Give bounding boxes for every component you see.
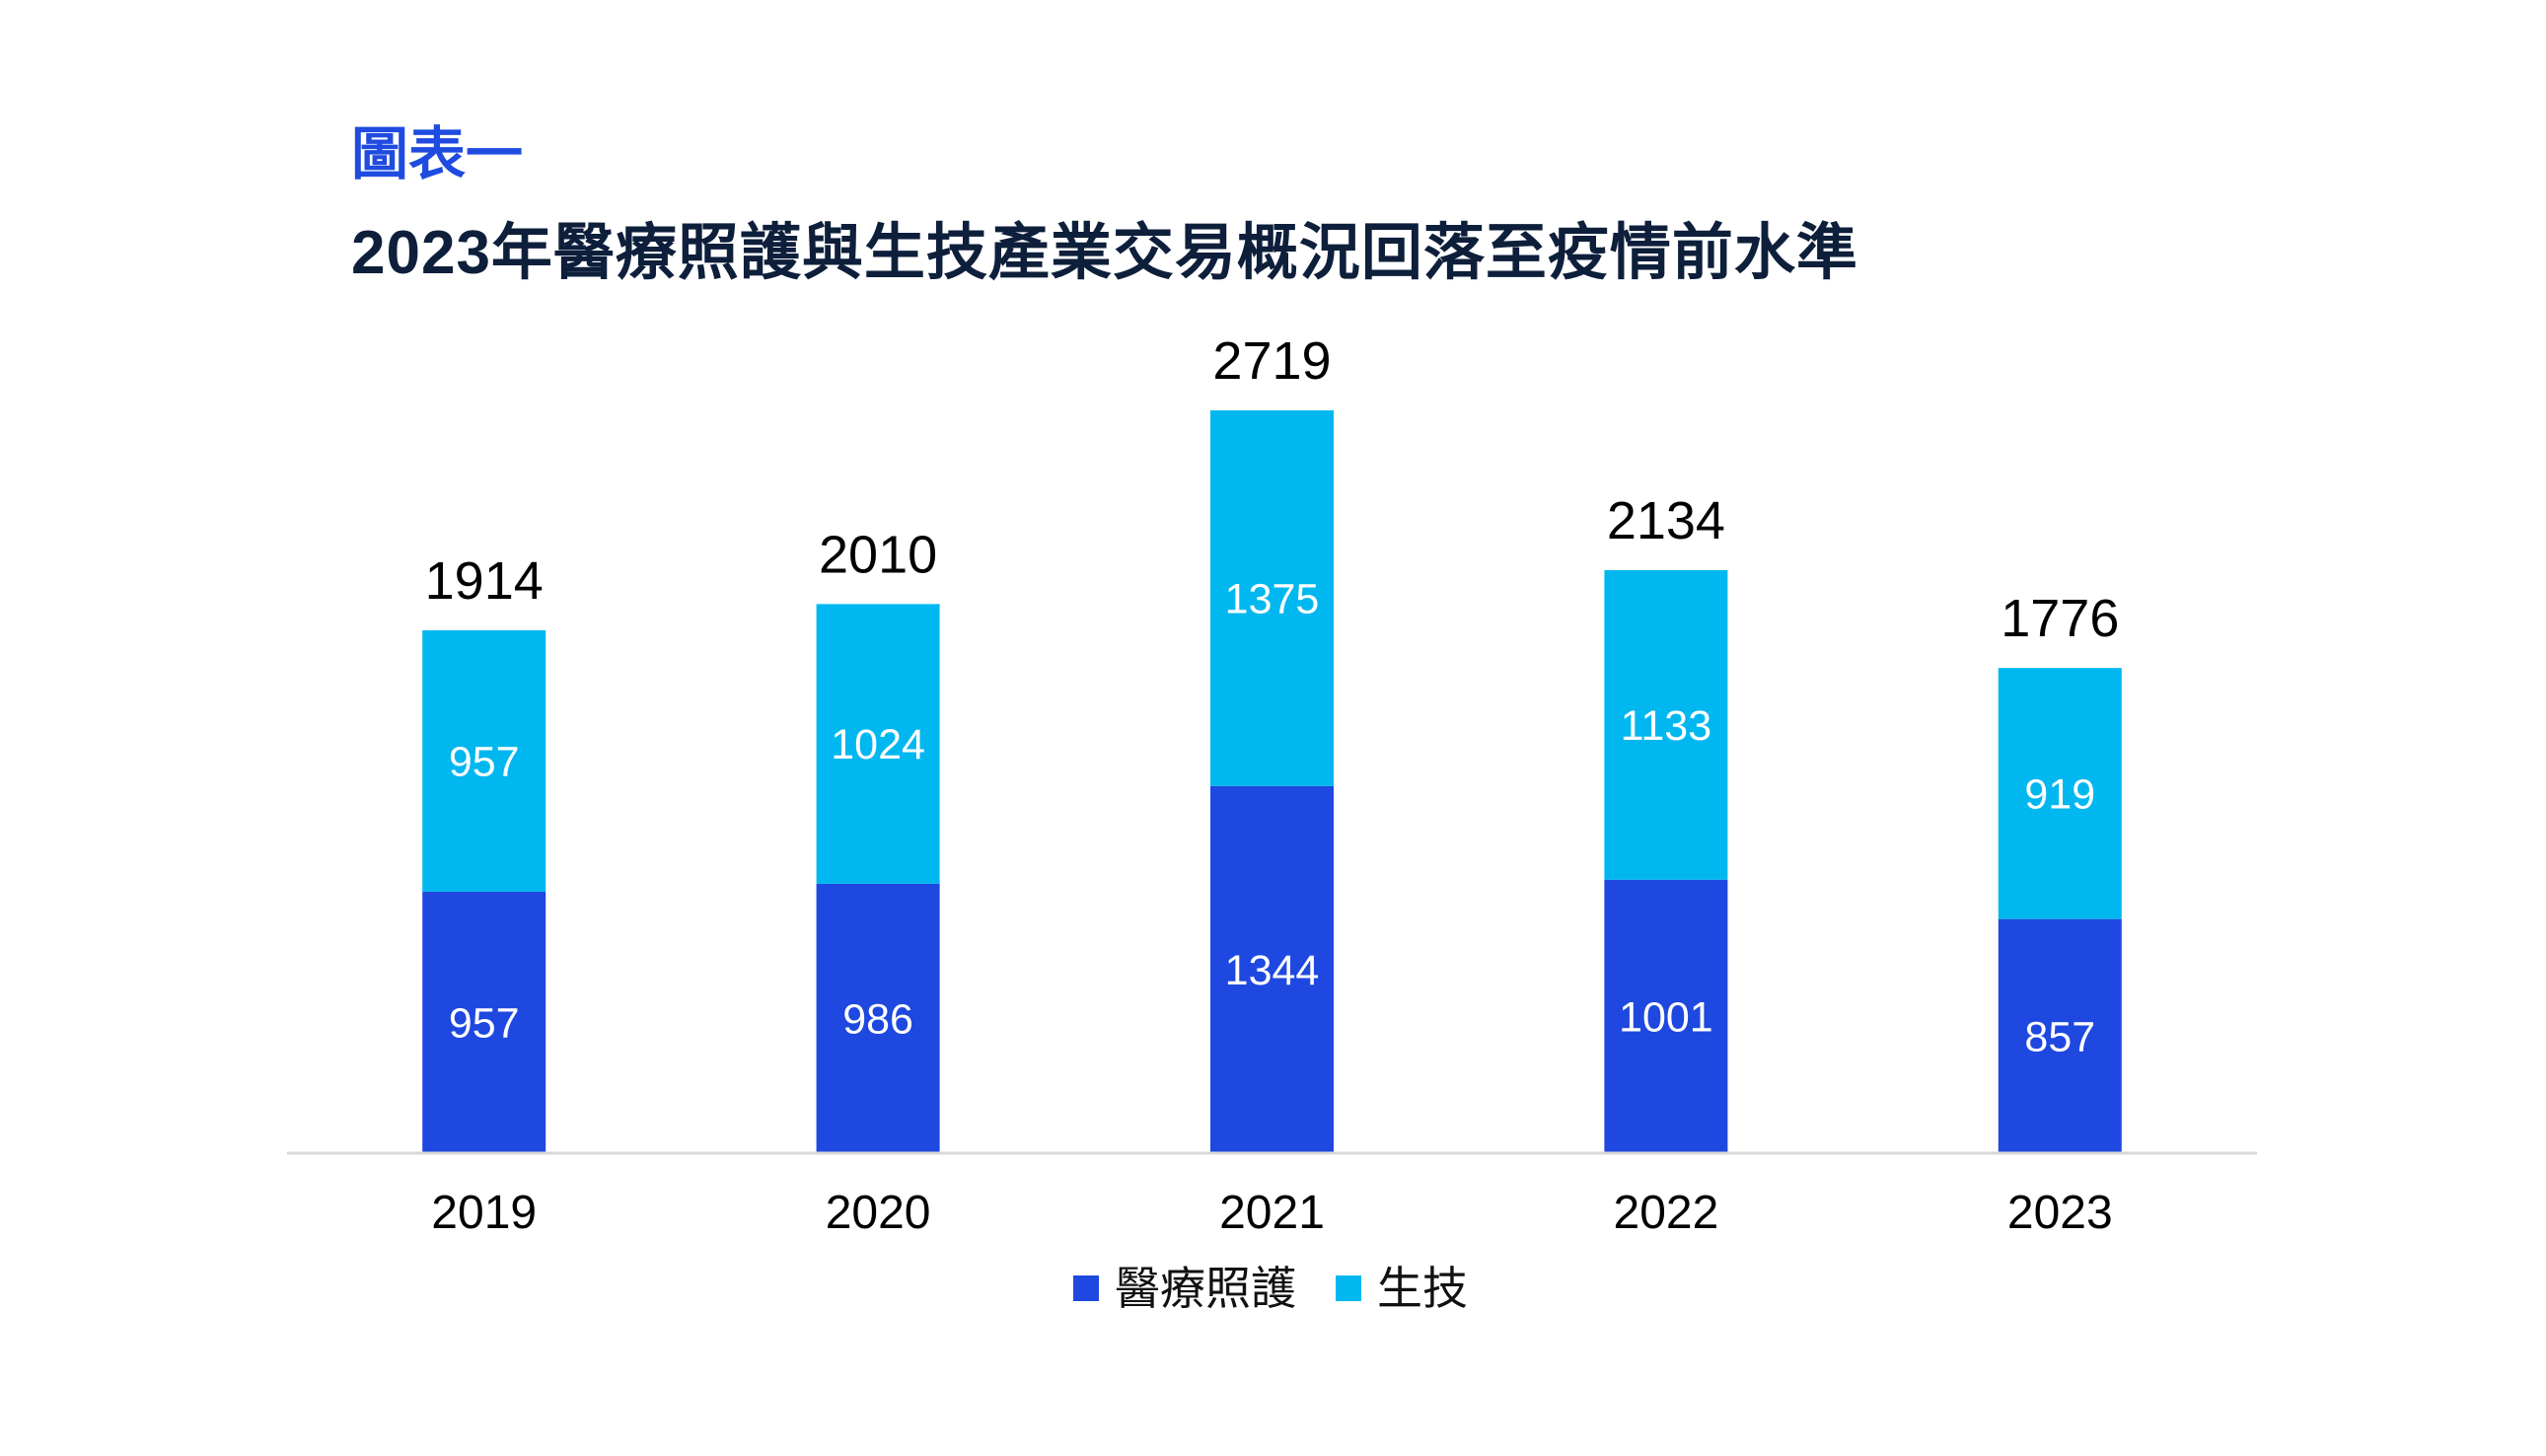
bar-healthcare-2020 (816, 883, 940, 1153)
bar-biotech-2022 (1604, 570, 1728, 880)
bar-biotech-2023 (1998, 668, 2122, 919)
x-tick-label-2021: 2021 (1219, 1187, 1325, 1239)
data-label-biotech-2021: 1375 (1225, 575, 1320, 622)
labels-layer: 957 957 1914 2019 986 1024 2010 2020 1344 1375 271… (425, 331, 2120, 1239)
total-label-2020: 2010 (819, 525, 937, 584)
data-label-healthcare-2023: 857 (2024, 1013, 2095, 1060)
bar-biotech-2021 (1210, 410, 1334, 786)
data-label-healthcare-2019: 957 (449, 999, 520, 1047)
bar-healthcare-2022 (1604, 879, 1728, 1153)
bar-healthcare-2021 (1210, 785, 1334, 1153)
legend: 醫療照護 生技 (1073, 1261, 1507, 1316)
bar-biotech-2019 (422, 629, 546, 892)
total-label-2022: 2134 (1607, 491, 1725, 550)
data-label-healthcare-2021: 1344 (1225, 947, 1320, 994)
legend-item-biotech: 生技 (1336, 1266, 1468, 1311)
data-label-biotech-2023: 919 (2024, 770, 2095, 818)
data-label-healthcare-2022: 1001 (1619, 993, 1713, 1041)
total-label-2023: 1776 (2000, 589, 2119, 648)
bar-healthcare-2023 (1998, 918, 2122, 1153)
bars-layer (422, 410, 2122, 1153)
x-tick-label-2019: 2019 (431, 1187, 537, 1239)
legend-label-healthcare: 醫療照護 (1115, 1263, 1296, 1314)
data-label-biotech-2022: 1133 (1621, 702, 1711, 750)
x-tick-label-2020: 2020 (826, 1187, 931, 1239)
legend-item-healthcare: 醫療照護 (1073, 1266, 1296, 1311)
data-label-biotech-2020: 1024 (831, 721, 925, 768)
legend-label-biotech: 生技 (1377, 1263, 1468, 1314)
total-label-2021: 2719 (1212, 331, 1331, 391)
legend-swatch-biotech (1336, 1275, 1361, 1301)
total-label-2019: 1914 (425, 551, 544, 611)
data-label-healthcare-2020: 986 (842, 995, 913, 1043)
legend-swatch-healthcare (1073, 1275, 1099, 1301)
x-tick-label-2022: 2022 (1614, 1187, 1719, 1239)
data-label-biotech-2019: 957 (449, 738, 520, 785)
x-tick-label-2023: 2023 (2007, 1187, 2113, 1239)
bar-healthcare-2019 (422, 891, 546, 1153)
figure-label: 圖表一 (351, 122, 524, 186)
bar-biotech-2020 (816, 604, 940, 884)
chart-title: 2023年醫療照護與生技產業交易概況回落至疫情前水準 (351, 219, 1858, 287)
